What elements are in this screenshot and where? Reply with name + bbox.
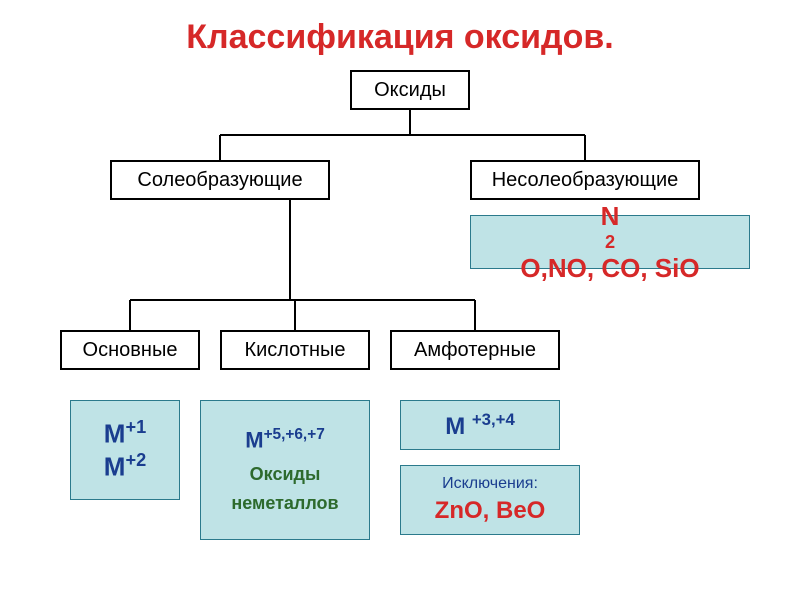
info-acidic-line: неметаллов xyxy=(231,493,338,514)
info-exceptions-line: ZnO, BeO xyxy=(435,497,546,525)
info-acidic: М+5,+6,+7 Оксиды неметаллов xyxy=(200,400,370,540)
node-amphoteric: Амфотерные xyxy=(390,330,560,370)
node-salt-forming: Солеобразующие xyxy=(110,160,330,200)
page-title: Классификация оксидов. xyxy=(0,18,800,57)
info-exceptions-line: Исключения: xyxy=(442,475,538,493)
info-exceptions: Исключения: ZnO, BeO xyxy=(400,465,580,535)
node-acidic: Кислотные xyxy=(220,330,370,370)
info-basic-line: М+1 xyxy=(104,417,146,450)
info-acidic-line: Оксиды xyxy=(250,464,321,485)
info-amphoteric: М +3,+4 xyxy=(400,400,560,450)
node-non-salt: Несолеобразующие xyxy=(470,160,700,200)
info-basic-line: М+2 xyxy=(104,450,146,483)
info-non-salt-examples: N2O,NO, CO, SiO xyxy=(470,215,750,269)
node-root: Оксиды xyxy=(350,70,470,110)
info-amphoteric-line: М +3,+4 xyxy=(445,410,515,441)
info-acidic-line: М+5,+6,+7 xyxy=(245,426,325,453)
node-basic: Основные xyxy=(60,330,200,370)
info-basic: М+1М+2 xyxy=(70,400,180,500)
